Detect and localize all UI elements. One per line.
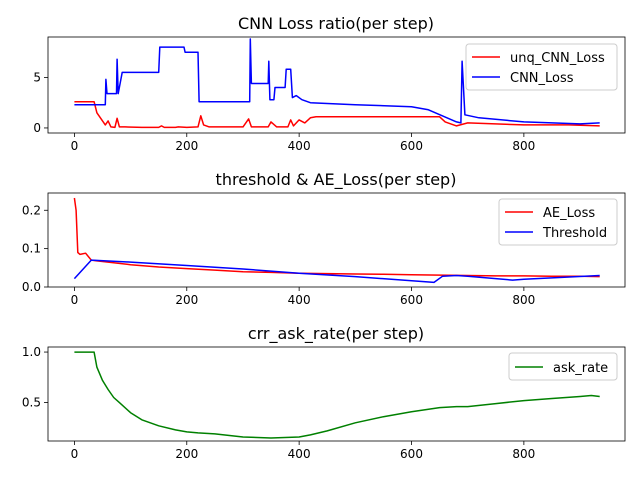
y-tick-label: 0 [33, 121, 41, 135]
x-tick-label: 0 [71, 293, 79, 307]
legend-box [498, 198, 618, 246]
legend: ask_rate [508, 352, 618, 381]
series-line-ae-loss [73, 197, 600, 278]
axes-frame [47, 36, 626, 134]
y-tick-label: 5 [33, 70, 41, 84]
legend-label-unq-cnn-loss: unq_CNN_Loss [510, 51, 605, 66]
legend-box [465, 43, 618, 91]
legend-label-cnn-loss: CNN_Loss [510, 71, 574, 86]
legend-label-ae-loss: AE_Loss [543, 206, 595, 221]
panel-cnn-loss: CNN Loss ratio(per step) 0 200 400 600 800 0 5… [33, 14, 626, 153]
x-tick-label: 800 [512, 293, 535, 307]
x-tick-label: 400 [288, 293, 311, 307]
x-tick-label: 200 [175, 139, 198, 153]
series-line-unq-cnn-loss [74, 100, 600, 129]
panel-title: CNN Loss ratio(per step) [238, 14, 434, 33]
y-tick-label: 0.2 [22, 203, 41, 217]
series-line-threshold [73, 259, 600, 284]
x-tick-label: 0 [71, 139, 79, 153]
x-tick-label: 200 [175, 447, 198, 461]
x-tick-label: 600 [400, 447, 423, 461]
x-tick-label: 400 [288, 139, 311, 153]
legend: AE_Loss Threshold [498, 198, 618, 246]
axes-frame [47, 192, 626, 288]
panel-title: crr_ask_rate(per step) [248, 324, 424, 344]
legend: unq_CNN_Loss CNN_Loss [465, 43, 618, 91]
panel-ask-rate: crr_ask_rate(per step) 0 200 400 600 800 0.5 1… [22, 324, 626, 461]
y-tick-label: 1.0 [22, 345, 41, 359]
series-line-ask-rate [74, 351, 600, 439]
legend-label-threshold: Threshold [542, 226, 607, 241]
x-tick-label: 800 [512, 139, 535, 153]
x-tick-label: 0 [71, 447, 79, 461]
series-line-cnn-loss [74, 38, 600, 125]
x-tick-label: 400 [288, 447, 311, 461]
legend-label-ask-rate: ask_rate [553, 361, 608, 376]
x-tick-label: 200 [175, 293, 198, 307]
y-tick-label: 0.5 [22, 396, 41, 410]
y-tick-label: 0.1 [22, 242, 41, 256]
panel-title: threshold & AE_Loss(per step) [216, 170, 457, 190]
x-tick-label: 600 [400, 293, 423, 307]
x-tick-label: 600 [400, 139, 423, 153]
y-tick-label: 0.0 [22, 280, 41, 294]
legend-box [508, 352, 618, 381]
panel-threshold-ae-loss: threshold & AE_Loss(per step) 0 200 400 600… [22, 170, 626, 307]
axes-frame [47, 346, 626, 442]
x-tick-label: 800 [512, 447, 535, 461]
